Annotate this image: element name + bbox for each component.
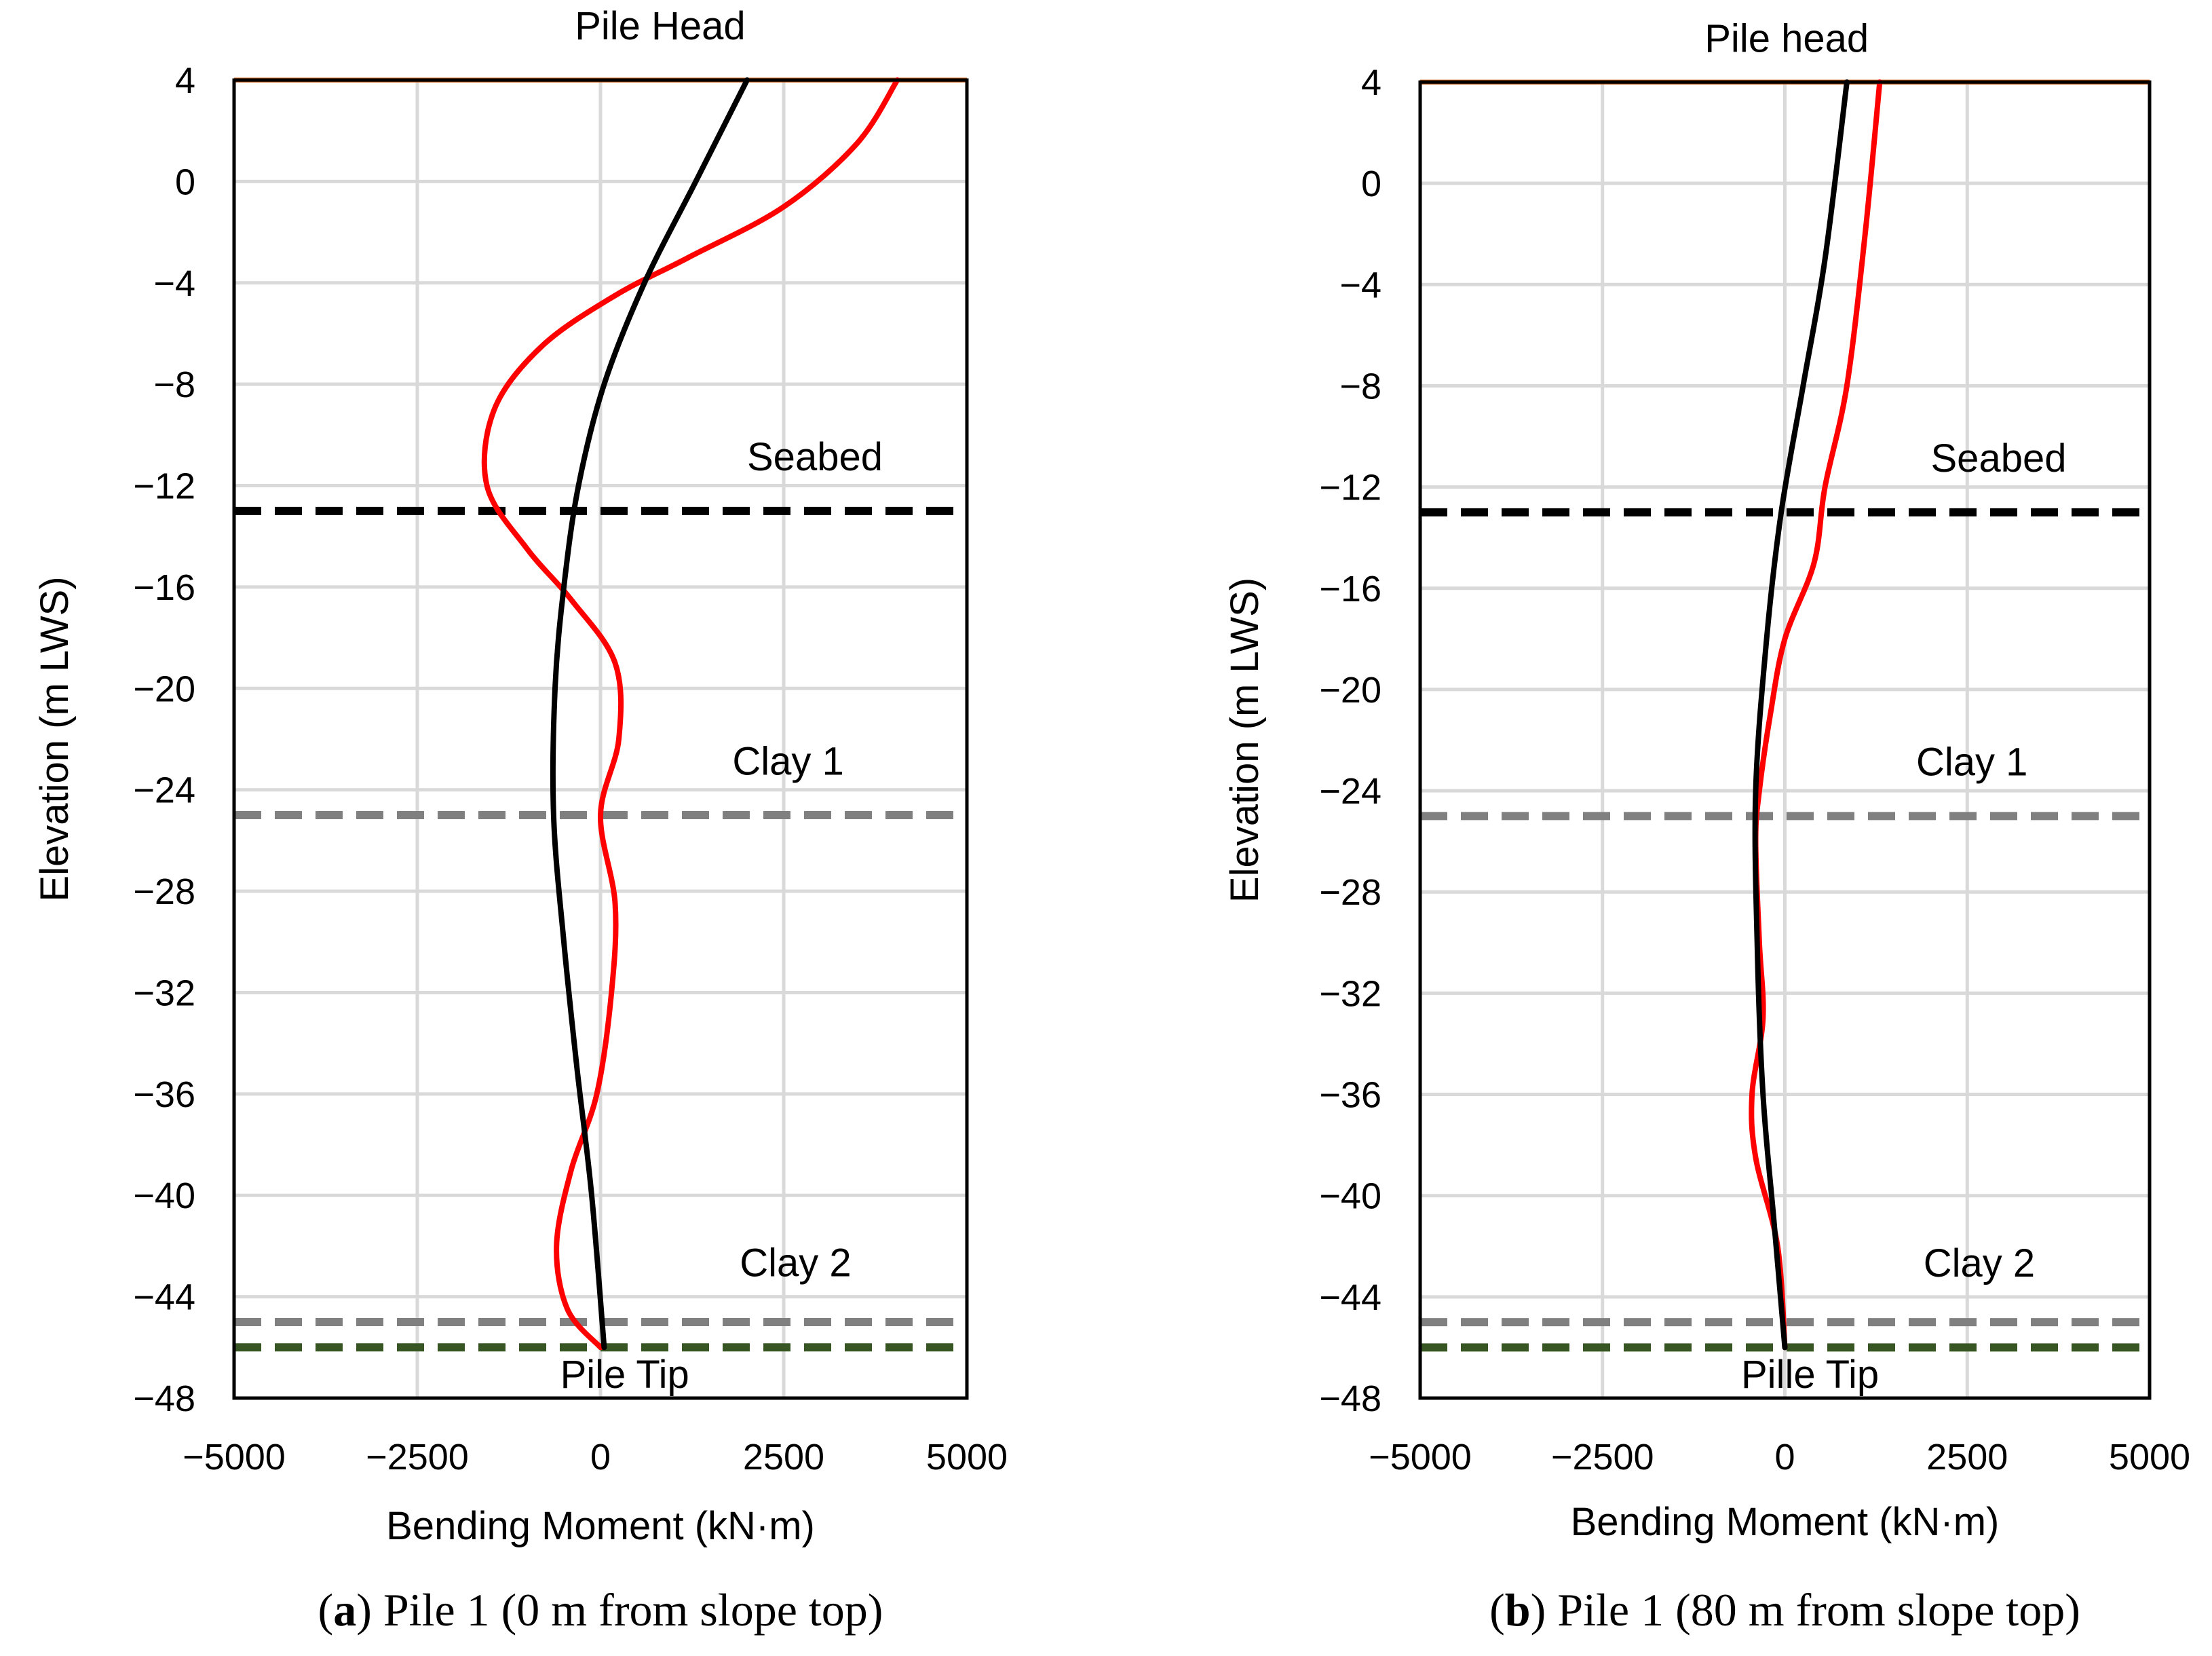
panel-letter-b: b bbox=[1505, 1584, 1531, 1636]
series-line-b-red bbox=[1749, 79, 1883, 1351]
x-tick-label-a-0: −5000 bbox=[183, 1437, 286, 1478]
x-axis-label-b: Bending Moment (kN·m) bbox=[1571, 1500, 2000, 1544]
series-b bbox=[1749, 79, 1883, 1351]
y-tick-label-a-8: −28 bbox=[133, 871, 195, 912]
x-tick-labels-a: −5000 −2500 0 2500 5000 bbox=[183, 1437, 1008, 1478]
series-a bbox=[481, 77, 900, 1351]
x-tick-label-b-4: 5000 bbox=[2109, 1437, 2190, 1478]
y-tick-label-a-1: 0 bbox=[175, 162, 195, 202]
y-tick-label-a-5: −16 bbox=[133, 567, 195, 608]
y-tick-label-b-13: −48 bbox=[1319, 1378, 1381, 1419]
y-tick-label-a-3: −8 bbox=[153, 364, 195, 405]
series-line-a-black bbox=[550, 77, 750, 1351]
x-tick-label-b-2: 0 bbox=[1774, 1437, 1795, 1478]
annotations-b: Pile head Seabed Clay 1 Clay 2 Pille Tip bbox=[1704, 16, 2066, 1397]
annotation-b-0: Pile head bbox=[1704, 16, 1869, 60]
chart-panel-a: 4 0 −4 −8 −12 −16 −20 −24 −28 −32 −36 −40 −44 −48 −50… bbox=[33, 4, 1008, 1636]
y-tick-label-a-7: −24 bbox=[133, 770, 195, 811]
y-tick-label-b-6: −20 bbox=[1319, 670, 1381, 711]
y-tick-label-b-7: −24 bbox=[1319, 771, 1381, 812]
y-tick-labels-b: 4 0 −4 −8 −12 −16 −20 −24 −28 −32 −36 −40 −44 −48 bbox=[1319, 62, 1381, 1419]
y-axis-label-b: Elevation (m LWS) bbox=[1223, 578, 1267, 903]
y-tick-label-b-1: 0 bbox=[1361, 164, 1381, 204]
x-tick-label-b-3: 2500 bbox=[1926, 1437, 2008, 1478]
annotation-a-0: Pile Head bbox=[575, 4, 745, 48]
y-tick-label-a-9: −32 bbox=[133, 973, 195, 1013]
x-tick-label-a-4: 5000 bbox=[926, 1437, 1008, 1478]
y-tick-label-b-4: −12 bbox=[1319, 468, 1381, 508]
y-tick-label-b-2: −4 bbox=[1339, 265, 1381, 305]
x-axis-label-a: Bending Moment (kN·m) bbox=[386, 1504, 815, 1548]
annotations-a: Pile Head Seabed Clay 1 Clay 2 Pile Tip bbox=[560, 4, 883, 1397]
y-tick-label-a-13: −48 bbox=[133, 1378, 195, 1419]
plot-frame-a bbox=[232, 78, 969, 1400]
y-tick-label-a-6: −20 bbox=[133, 669, 195, 709]
panel-letter-a: a bbox=[333, 1584, 356, 1636]
annotation-a-1: Seabed bbox=[747, 435, 883, 479]
y-tick-label-b-3: −8 bbox=[1339, 366, 1381, 407]
y-tick-label-a-10: −36 bbox=[133, 1074, 195, 1115]
caption-text-b: Pile 1 (80 m from slope top) bbox=[1557, 1584, 2080, 1636]
annotation-b-2: Clay 1 bbox=[1916, 740, 2027, 785]
caption-text-a: Pile 1 (0 m from slope top) bbox=[383, 1584, 883, 1636]
y-tick-label-b-12: −44 bbox=[1319, 1277, 1381, 1318]
chart-panel-b: 4 0 −4 −8 −12 −16 −20 −24 −28 −32 −36 −40 −44 −48 −50… bbox=[1223, 16, 2190, 1636]
plot-frame-b bbox=[1418, 80, 2152, 1400]
y-axis-label-a: Elevation (m LWS) bbox=[33, 576, 77, 901]
y-tick-label-a-0: 4 bbox=[175, 60, 195, 101]
annotation-a-3: Clay 2 bbox=[740, 1241, 851, 1285]
x-tick-label-a-1: −2500 bbox=[366, 1437, 469, 1478]
caption-a: (a) Pile 1 (0 m from slope top) bbox=[318, 1584, 883, 1636]
x-tick-labels-b: −5000 −2500 0 2500 5000 bbox=[1369, 1437, 2190, 1478]
x-tick-label-a-2: 0 bbox=[590, 1437, 611, 1478]
y-tick-label-a-12: −44 bbox=[133, 1277, 195, 1318]
y-tick-label-a-11: −40 bbox=[133, 1175, 195, 1216]
series-line-b-black bbox=[1752, 79, 1850, 1351]
y-tick-label-b-11: −40 bbox=[1319, 1176, 1381, 1217]
y-tick-label-a-4: −12 bbox=[133, 466, 195, 507]
annotation-b-3: Clay 2 bbox=[1924, 1241, 2035, 1285]
y-tick-label-a-2: −4 bbox=[153, 263, 195, 304]
annotation-b-4: Pille Tip bbox=[1741, 1353, 1879, 1397]
y-tick-label-b-5: −16 bbox=[1319, 569, 1381, 609]
x-tick-label-b-0: −5000 bbox=[1369, 1437, 1472, 1478]
x-tick-label-b-1: −2500 bbox=[1551, 1437, 1654, 1478]
y-tick-label-b-8: −28 bbox=[1319, 872, 1381, 913]
y-tick-label-b-10: −36 bbox=[1319, 1075, 1381, 1116]
annotation-a-2: Clay 1 bbox=[732, 739, 843, 783]
caption-b: (b) Pile 1 (80 m from slope top) bbox=[1489, 1584, 2080, 1636]
x-tick-label-a-3: 2500 bbox=[743, 1437, 824, 1478]
annotation-b-1: Seabed bbox=[1931, 436, 2067, 481]
y-tick-labels-a: 4 0 −4 −8 −12 −16 −20 −24 −28 −32 −36 −40 −44 −48 bbox=[133, 60, 195, 1419]
grid-b bbox=[1418, 80, 2152, 1400]
annotation-a-4: Pile Tip bbox=[560, 1353, 689, 1397]
y-tick-label-b-9: −32 bbox=[1319, 973, 1381, 1014]
y-tick-label-b-0: 4 bbox=[1361, 62, 1381, 103]
